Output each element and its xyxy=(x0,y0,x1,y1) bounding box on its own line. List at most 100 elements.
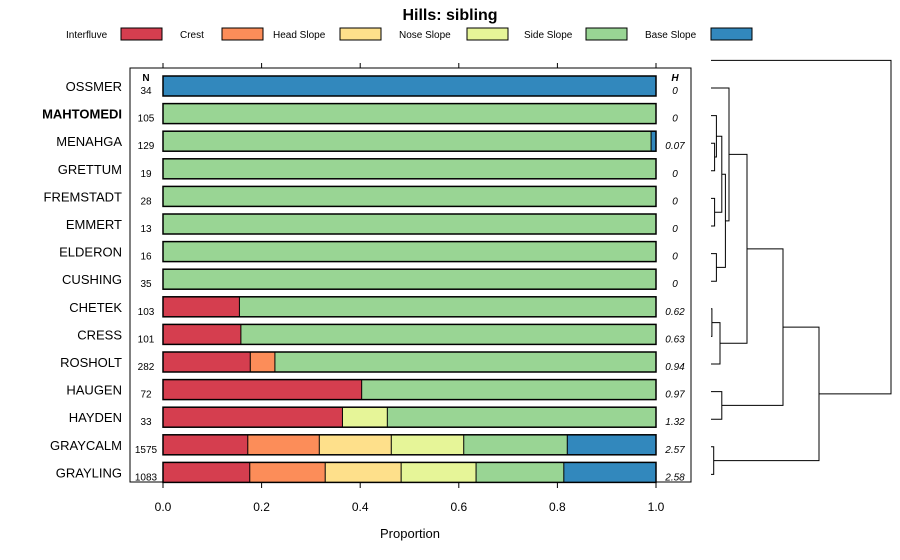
row-haugen: HAUGEN 72 0.97 xyxy=(66,378,685,401)
x-tick-label-4: 0.8 xyxy=(549,500,566,514)
row-h: 0.94 xyxy=(665,362,685,373)
row-label: GRAYLING xyxy=(56,465,122,480)
top-ticks xyxy=(162,63,657,68)
bar-segment-side-slope xyxy=(361,379,656,400)
bar-segment-side-slope xyxy=(240,324,657,345)
bar-segment-side-slope xyxy=(163,158,656,179)
x-tick-label-5: 1.0 xyxy=(648,500,665,514)
bar-segment-side-slope xyxy=(476,462,564,483)
bar-segment-interfluve xyxy=(163,407,343,428)
row-grayling: GRAYLING 1083 2.58 xyxy=(56,461,685,483)
bar-segment-side-slope xyxy=(163,103,656,124)
legend-label-4: Side Slope xyxy=(524,30,573,41)
row-label: CUSHING xyxy=(62,272,122,287)
row-rosholt: ROSHOLT 282 0.94 xyxy=(60,351,685,373)
bar-segment-base-slope xyxy=(567,434,656,455)
legend-swatch-1 xyxy=(221,27,264,41)
bar-segment-crest xyxy=(247,434,320,455)
row-h: 1.32 xyxy=(665,417,685,428)
x-axis: 0.0 0.2 0.4 0.6 0.8 1.0 xyxy=(155,482,665,514)
row-chetek: CHETEK 103 0.62 xyxy=(69,296,685,318)
legend-label-1: Crest xyxy=(180,30,204,41)
bar-segment-head-slope xyxy=(325,462,402,483)
row-n: 72 xyxy=(140,390,152,401)
row-h: 0.97 xyxy=(665,390,685,401)
row-fremstadt: FREMSTADT 28 0 xyxy=(44,185,678,207)
row-cress: CRESS 101 0.63 xyxy=(77,323,685,346)
rows: OSSMER 34 0 MAHTOMEDI 105 0 MENAHGA 129 0.07 GRET… xyxy=(42,75,685,483)
row-n: 105 xyxy=(138,114,155,125)
row-h: 2.57 xyxy=(664,445,685,456)
legend-label-5: Base Slope xyxy=(645,30,697,41)
row-h: 0 xyxy=(672,252,678,263)
bar-outline xyxy=(162,323,657,346)
h-header: H xyxy=(671,73,679,84)
dendrogram-branch-11 xyxy=(721,248,784,406)
row-n: 35 xyxy=(140,279,152,290)
row-n: 34 xyxy=(140,86,152,97)
row-n: 282 xyxy=(138,362,155,373)
row-label: GRETTUM xyxy=(58,162,122,177)
row-h: 0.07 xyxy=(665,141,685,152)
bar-segment-side-slope xyxy=(163,131,652,152)
row-ossmer: OSSMER 34 0 xyxy=(66,75,678,97)
bar-segment-base-slope xyxy=(563,462,656,483)
dendrogram-branch-1 xyxy=(711,115,717,158)
bar-segment-nose-slope xyxy=(342,407,388,428)
row-n: 1575 xyxy=(135,445,158,456)
row-h: 0 xyxy=(672,279,678,290)
row-label: MAHTOMEDI xyxy=(42,107,122,122)
bar-segment-interfluve xyxy=(163,324,241,345)
bar-outline xyxy=(162,296,657,318)
bar-segment-head-slope xyxy=(319,434,392,455)
row-n: 129 xyxy=(138,141,155,152)
chart-title: Hills: sibling xyxy=(402,7,497,24)
row-n: 101 xyxy=(138,334,155,345)
row-emmert: EMMERT 13 0 xyxy=(66,213,678,235)
row-grettum: GRETTUM 19 0 xyxy=(58,158,678,180)
row-label: CRESS xyxy=(77,327,122,342)
row-h: 0 xyxy=(672,196,678,207)
legend-swatch-4 xyxy=(585,27,628,41)
row-n: 103 xyxy=(138,307,155,318)
row-label: ROSHOLT xyxy=(60,355,122,370)
dendrogram-branch-9 xyxy=(720,153,748,344)
n-header: N xyxy=(142,73,149,84)
row-label: MENAHGA xyxy=(56,134,122,149)
bar-outline xyxy=(162,75,657,97)
bar-outline xyxy=(162,351,657,373)
bar-segment-side-slope xyxy=(239,296,657,317)
dendrogram-branch-13 xyxy=(713,326,820,462)
row-menahga: MENAHGA 129 0.07 xyxy=(56,130,685,152)
row-n: 19 xyxy=(140,169,152,180)
row-label: ELDERON xyxy=(59,245,122,260)
dendrogram-branch-6 xyxy=(711,87,730,222)
row-h: 2.58 xyxy=(664,472,685,483)
dendrogram-branch-4 xyxy=(711,253,717,282)
legend-swatch-3 xyxy=(466,27,509,41)
bar-outline xyxy=(162,102,657,125)
bar-segment-side-slope xyxy=(387,407,656,428)
bar-segment-interfluve xyxy=(163,379,362,400)
row-mahtomedi: MAHTOMEDI 105 0 xyxy=(42,102,678,125)
row-graycalm: GRAYCALM 1575 2.57 xyxy=(50,434,685,456)
bar-outline xyxy=(162,378,657,401)
legend-swatch-2 xyxy=(339,27,382,41)
dendrogram-branch-3 xyxy=(714,135,723,213)
dendrogram-branch-5 xyxy=(716,173,726,268)
bar-segment-interfluve xyxy=(163,434,248,455)
bar-segment-base-slope xyxy=(163,76,656,96)
x-axis-title: Proportion xyxy=(380,526,440,541)
x-tick-label-1: 0.2 xyxy=(253,500,270,514)
bar-outline xyxy=(162,240,657,263)
bar-segment-interfluve xyxy=(163,296,240,317)
row-label: OSSMER xyxy=(66,79,122,94)
row-n: 13 xyxy=(140,224,152,235)
legend-swatch-0 xyxy=(120,27,163,41)
bar-outline xyxy=(162,406,657,428)
row-elderon: ELDERON 16 0 xyxy=(59,240,678,263)
bar-segment-side-slope xyxy=(274,352,656,372)
bar-outline xyxy=(162,213,657,235)
bar-outline xyxy=(162,130,657,152)
